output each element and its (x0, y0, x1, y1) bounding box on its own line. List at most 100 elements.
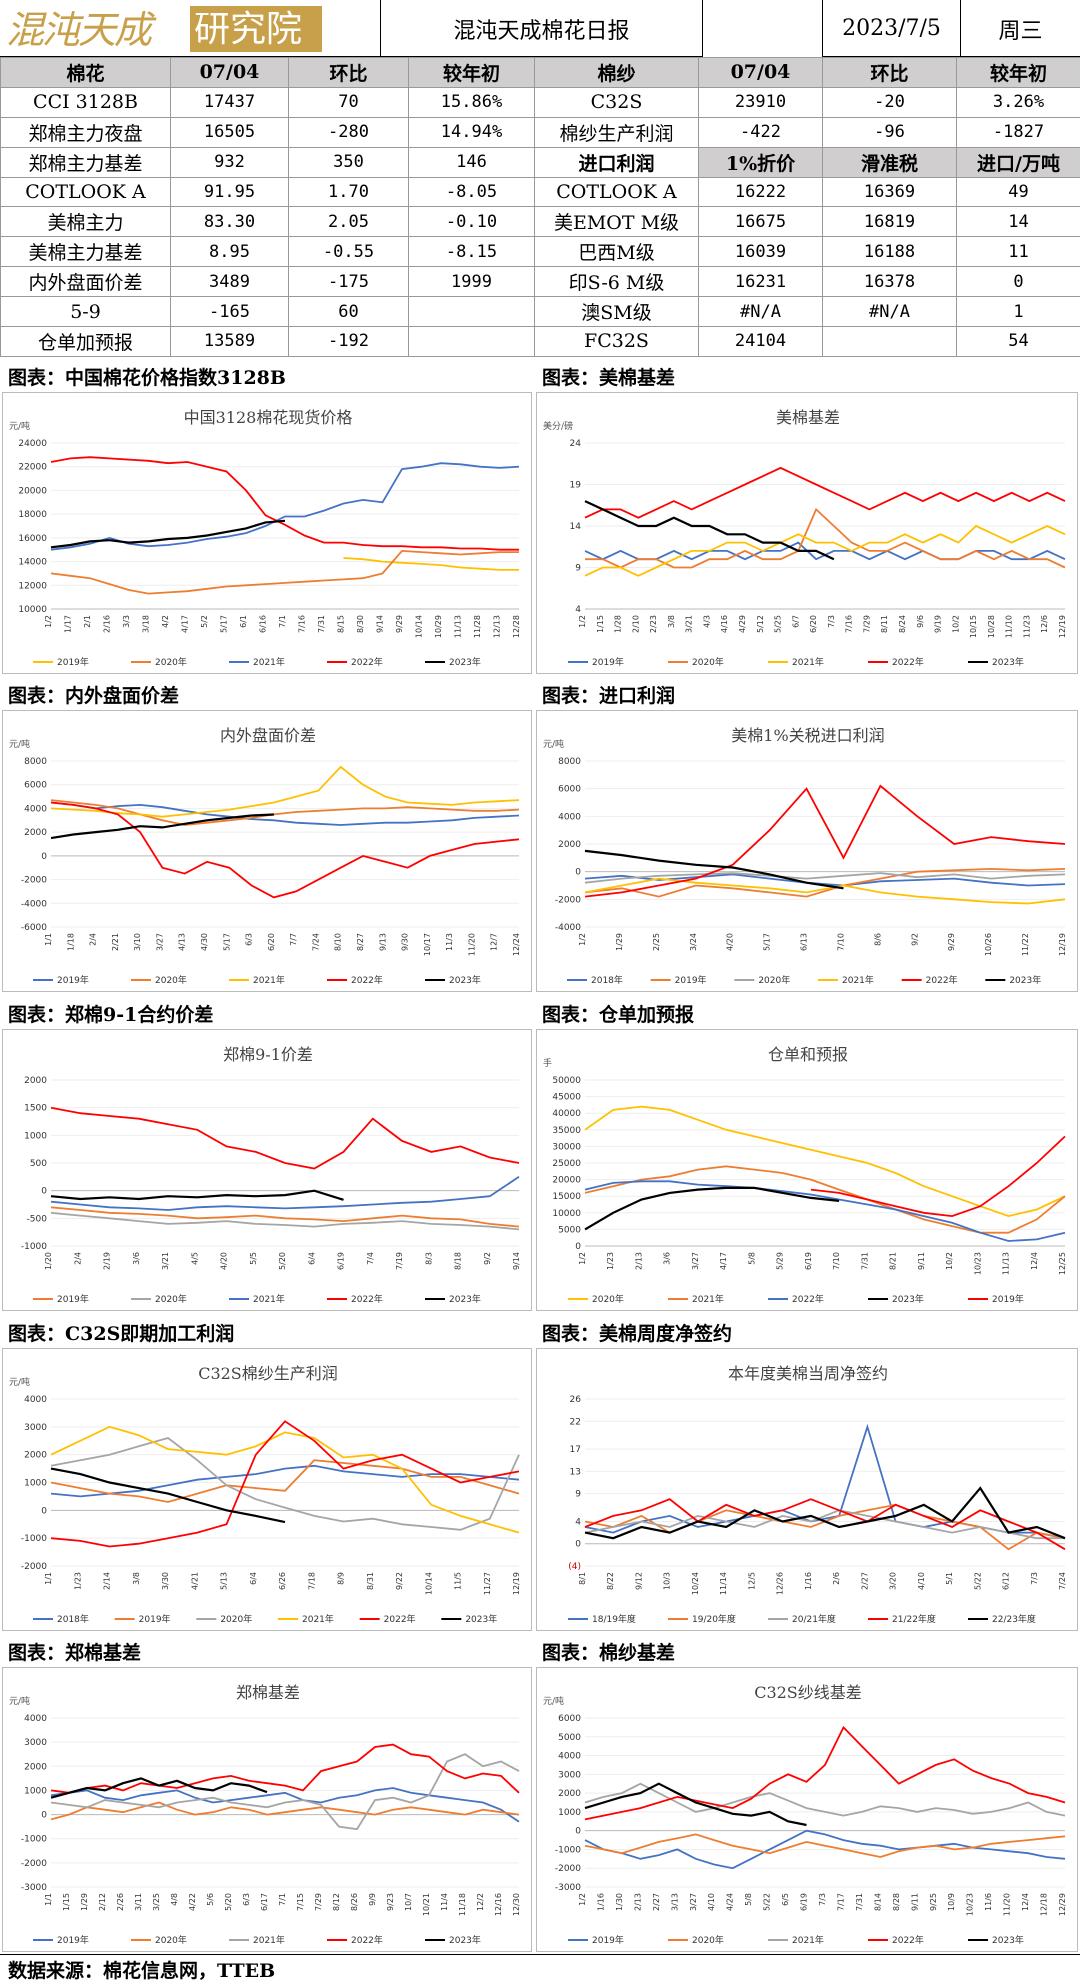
x-tick-label: 1/15 (62, 1893, 71, 1911)
x-tick-label: 2/13 (634, 1252, 643, 1270)
series-line (584, 1486, 1066, 1540)
x-tick-label: 7/17 (836, 1893, 845, 1911)
x-tick-label: 6/5 (781, 1893, 790, 1906)
y-tick-label: -3000 (555, 1883, 581, 1893)
table-cell: 环比 (822, 57, 957, 88)
x-tick-label: 3/10 (133, 933, 142, 951)
y-tick-label: 22 (570, 1417, 581, 1427)
legend-label: 2021年 (302, 1613, 334, 1625)
y-tick-label: 0 (575, 1242, 581, 1252)
table-cell: 0 (956, 266, 1080, 298)
series-line (50, 813, 274, 840)
table-cell: 较年初 (956, 57, 1080, 88)
y-tick-label: 4 (575, 605, 581, 615)
x-tick-label: 12/26 (776, 1572, 785, 1595)
x-tick-label: 4/8 (170, 1893, 179, 1906)
x-tick-label: 7/4 (366, 1252, 375, 1265)
y-tick-label: 1000 (24, 1786, 47, 1796)
x-tick-label: 11/13 (1002, 1252, 1011, 1275)
x-tick-label: 6/3 (242, 1893, 251, 1906)
x-tick-label: 1/23 (73, 1572, 82, 1590)
y-tick-label: 5000 (558, 1733, 581, 1743)
x-tick-label: 6/12 (1002, 1572, 1011, 1590)
x-tick-label: 6/19 (337, 1252, 346, 1270)
legend-label: 2020年 (592, 1293, 624, 1305)
chart-title: 郑棉基差 (236, 1683, 300, 1702)
series-line (50, 549, 519, 595)
x-tick-label: 5/5 (249, 1252, 258, 1265)
x-tick-label: 2/14 (103, 1572, 112, 1590)
y-tick-label: 500 (30, 1159, 47, 1169)
x-tick-label: 1/1 (44, 933, 53, 946)
x-tick-label: 12/30 (512, 1893, 521, 1916)
legend-label: 2022年 (892, 1934, 924, 1946)
row-label: C32S (534, 86, 699, 118)
table-cell: -8.15 (408, 236, 535, 268)
x-tick-label: 7/3 (827, 615, 836, 628)
y-unit-label: 元/吨 (543, 1695, 564, 1707)
x-tick-label: 7/29 (314, 1893, 323, 1911)
x-tick-label: 3/3 (122, 615, 131, 628)
table-cell: 07/04 (698, 57, 823, 88)
y-tick-label: (4) (568, 1562, 581, 1572)
x-tick-label: 8/30 (356, 615, 365, 633)
table-cell (408, 296, 535, 328)
x-tick-label: 8/12 (332, 1893, 341, 1911)
x-tick-label: 3/21 (685, 615, 694, 633)
x-tick-label: 12/19 (1058, 615, 1067, 638)
legend-label: 18/19年度 (592, 1613, 636, 1625)
table-cell: 60 (288, 296, 409, 328)
y-tick-label: 35000 (552, 1126, 581, 1136)
row-label: 郑棉主力基差 (0, 146, 171, 178)
series-line (50, 456, 519, 551)
x-tick-label: 9/11 (917, 1252, 926, 1270)
legend-label: 2023年 (449, 656, 481, 668)
legend-label: 2021年 (792, 1934, 824, 1946)
y-tick-label: 6000 (558, 785, 581, 795)
x-tick-label: 4/5 (190, 1252, 199, 1265)
series-line (584, 541, 1066, 561)
y-tick-label: 50000 (552, 1076, 581, 1086)
chart-panel: 内外盘面价差 元/吨 -6000 -4000 -2000 0 2000 4000 6000 800… (2, 710, 532, 992)
import-header-row: 进口利润 1%折价 滑准税 进口/万吨 (534, 146, 1080, 178)
y-tick-label: 0 (575, 1827, 581, 1837)
x-tick-label: 9/30 (401, 933, 410, 951)
logo-badge-text: 研究院 (194, 9, 303, 50)
table-cell: #N/A (822, 296, 957, 328)
series-line (343, 557, 519, 571)
y-tick-label: 24000 (18, 439, 47, 449)
section-title: 图表：C32S即期加工利润 (8, 1323, 235, 1345)
x-tick-label: 8/27 (356, 933, 365, 951)
legend-label: 2019年 (675, 974, 707, 986)
table-cell (822, 326, 957, 357)
x-tick-label: 3/6 (663, 1252, 672, 1265)
y-tick-label: 20000 (552, 1176, 581, 1186)
x-tick-label: 5/1 (945, 1572, 954, 1585)
y-tick-label: 4000 (24, 1395, 47, 1405)
series-line (584, 1833, 1066, 1858)
table-cell: 16039 (698, 236, 823, 268)
x-tick-label: 2/16 (103, 615, 112, 633)
x-tick-label: 6/26 (278, 1572, 287, 1590)
report-weekday: 周三 (960, 0, 1080, 57)
x-tick-label: 1/1 (44, 1572, 53, 1585)
x-tick-label: 7/29 (862, 615, 871, 633)
series-line (584, 524, 1066, 577)
y-unit-label: 美分/磅 (543, 420, 573, 432)
y-tick-label: -4000 (21, 899, 47, 909)
x-tick-label: 11/10 (1005, 615, 1014, 638)
table-cell: 16231 (698, 266, 823, 298)
x-tick-label: 12/25 (1058, 1252, 1067, 1275)
x-tick-label: 4/17 (181, 615, 190, 633)
x-tick-label: 8/21 (889, 1252, 898, 1270)
x-tick-label: 8/24 (898, 615, 907, 633)
x-tick-label: 8/26 (350, 1893, 359, 1911)
x-tick-label: 7/16 (298, 615, 307, 633)
y-tick-label: 0 (41, 852, 47, 862)
y-tick-label: -500 (27, 1214, 48, 1224)
x-tick-label: 3/6 (132, 1252, 141, 1265)
legend-label: 2023年 (465, 1613, 497, 1625)
table-cell: 1 (956, 296, 1080, 328)
